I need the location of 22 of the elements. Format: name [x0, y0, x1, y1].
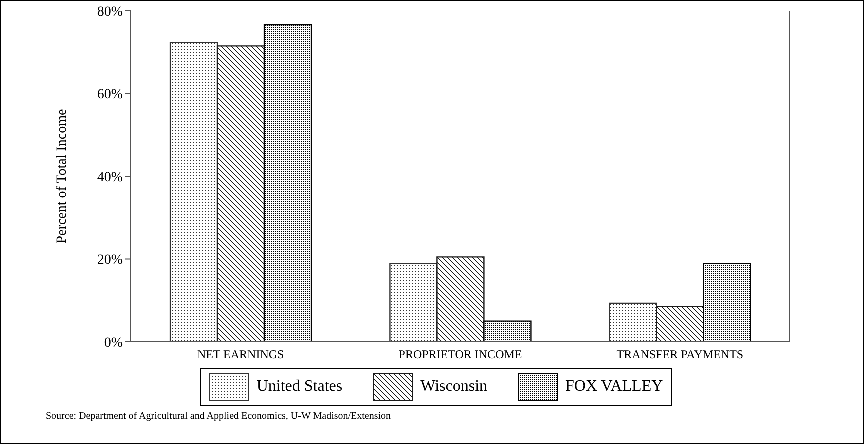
bar [703, 263, 752, 342]
legend-label: United States [256, 378, 343, 396]
source-note: Source: Department of Agricultural and Applied Economics, U-W Madison/Extension [46, 411, 392, 422]
bar [484, 320, 532, 342]
bar [170, 42, 218, 342]
y-axis-title: Percent of Total Income [54, 109, 70, 244]
bar [264, 24, 312, 342]
legend-label: Wisconsin [420, 378, 488, 396]
y-tick-label: 40% [97, 170, 124, 186]
bar [216, 46, 266, 342]
y-tick-label: 0% [104, 336, 124, 351]
legend-label: FOX VALLEY [566, 378, 664, 396]
x-tick-label: PROPRIETOR INCOME [398, 348, 522, 362]
y-tick-label: 60% [97, 88, 124, 103]
x-tick-label: TRANSFER PAYMENTS [616, 348, 744, 362]
y-tick-label: 80% [97, 4, 124, 20]
bar [609, 302, 658, 342]
bar [436, 256, 485, 342]
x-tick-label: NET EARNINGS [197, 348, 284, 362]
bar [656, 306, 704, 342]
y-tick-label: 20% [97, 253, 124, 268]
bar [390, 263, 438, 342]
